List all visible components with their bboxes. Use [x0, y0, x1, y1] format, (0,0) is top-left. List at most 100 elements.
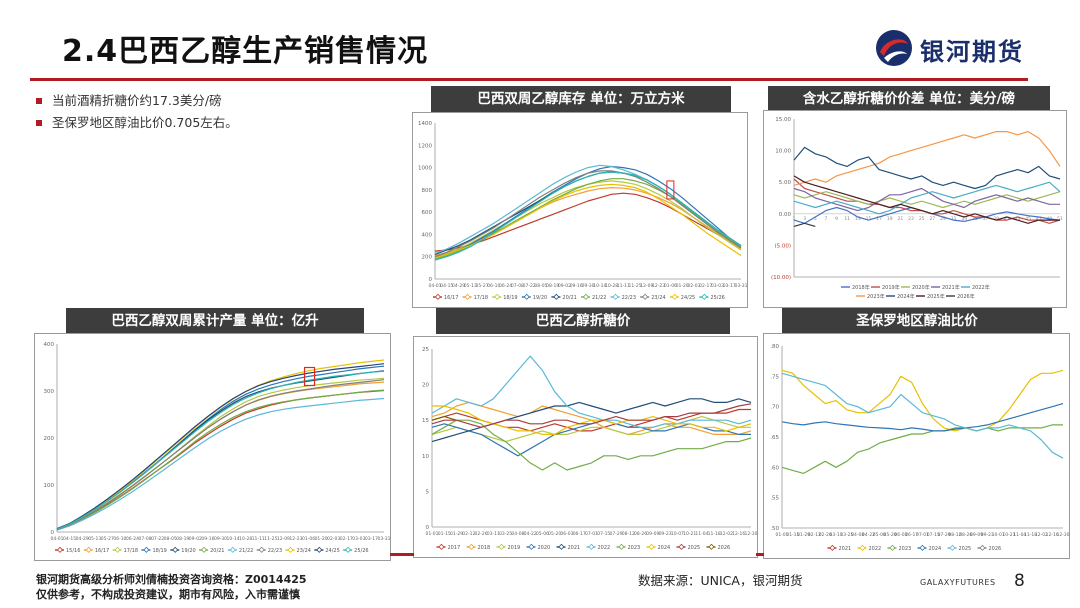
x-tick-label: 23	[908, 216, 914, 222]
x-tick-label: 09-30	[214, 536, 227, 542]
x-tick-label: 07-08	[511, 283, 524, 289]
analyst-line: 银河期货高级分析师刘倩楠投资咨询资格：Z0014425	[36, 573, 307, 586]
legend-marker	[889, 544, 896, 551]
series-line-2018	[431, 401, 752, 435]
series-line-2025	[781, 372, 1064, 459]
x-tick-label: 05-20	[548, 531, 561, 537]
x-tick-label: 02-17	[699, 283, 712, 289]
x-tick-label: 05-27	[101, 536, 114, 542]
x-tick-label: 04-08	[851, 532, 864, 538]
legend-marker	[494, 293, 501, 300]
x-tick-label: 02-12	[808, 532, 821, 538]
x-tick-label: 13	[855, 216, 861, 222]
legend-label: 2023	[628, 545, 641, 551]
x-tick-label: 03-25	[499, 531, 512, 537]
legend-marker	[200, 546, 208, 553]
x-tick-label: 07-15	[597, 531, 610, 537]
legend-label: 22/23	[268, 548, 282, 554]
legend-marker	[588, 543, 595, 550]
legend-marker	[919, 544, 926, 551]
ratio-chart: .50 .55 .60 .65 .70 .75 .80 01-01 01-15 01-29 02-1…	[763, 333, 1070, 559]
x-tick-label: 04-22	[524, 531, 537, 537]
legend-label: 2026	[718, 545, 731, 551]
legend-marker	[464, 293, 471, 300]
legend-label: 23/24	[297, 548, 311, 554]
x-tick-label: 07-29	[938, 532, 951, 538]
legend-marker	[523, 293, 530, 300]
legend-label: 2018年	[852, 284, 870, 291]
y-tick-label: 200	[422, 255, 433, 261]
legend-label: 2021	[568, 545, 581, 551]
series-line-17-18	[56, 377, 385, 531]
legend-label: 2025年	[927, 293, 945, 300]
legend-label: 15/16	[66, 548, 80, 554]
y-tick-label: 0	[51, 530, 55, 536]
legend-marker	[558, 543, 565, 550]
x-tick-label: 06-03	[560, 531, 573, 537]
legend-marker	[143, 546, 150, 553]
legend-label: 24/25	[681, 295, 695, 301]
legend-marker	[612, 293, 619, 300]
x-tick-label: 51	[1057, 216, 1063, 222]
y-tick-label: 15	[422, 418, 429, 424]
legend-label: 16/17	[444, 295, 458, 301]
legend-marker	[829, 544, 836, 551]
x-tick-label: 09-23	[981, 532, 994, 538]
y-tick-label: 10	[422, 454, 429, 460]
x-tick-label: 03-17	[365, 536, 378, 542]
x-tick-label: 12-02	[1035, 532, 1048, 538]
legend-marker	[498, 543, 505, 550]
y-tick-label: 5.00	[779, 180, 792, 186]
legend-label: 2023	[899, 546, 912, 552]
x-tick-label: 06-24	[126, 536, 139, 542]
x-tick-label: 05-27	[476, 283, 489, 289]
series-line-2022	[431, 355, 752, 428]
cumulative-chart: 0 100 200 300 400 04-01 04-15 04-29 05-13 05-27 06…	[34, 333, 391, 561]
x-tick-label: 21	[898, 216, 904, 222]
series-line-25-26	[434, 171, 742, 261]
y-tick-label: .70	[770, 405, 779, 411]
x-tick-label: 12-02	[720, 531, 733, 537]
x-tick-label: 06-03	[894, 532, 907, 538]
legend-marker	[642, 293, 649, 300]
x-tick-label: 31	[951, 216, 957, 222]
y-tick-label: 800	[422, 188, 433, 194]
legend-label: 18/19	[503, 295, 517, 301]
series-line-2023	[781, 424, 1063, 474]
x-tick-label: 41	[1004, 216, 1010, 222]
legend-label: 24/25	[325, 548, 339, 554]
x-tick-label: 04-01	[428, 283, 441, 289]
x-tick-label: 11-11	[617, 283, 630, 289]
legend-label: 2019年	[882, 284, 900, 291]
x-tick-label: 06-10	[113, 536, 126, 542]
x-tick-label: 10-28	[239, 536, 252, 542]
legend-marker	[949, 544, 956, 551]
x-tick-label: 09-23	[659, 531, 672, 537]
legend-marker	[316, 546, 323, 553]
series-line-2026	[431, 416, 457, 421]
cumulative-chart-title: 巴西乙醇双周累计产量 单位：亿升	[66, 308, 364, 334]
legend-label: 25/26	[354, 548, 368, 554]
x-tick-label: 06-17	[573, 531, 586, 537]
x-tick-label: 04-15	[63, 536, 76, 542]
ratio-chart-title: 圣保罗地区醇油比价	[782, 308, 1052, 334]
legend-marker	[438, 543, 445, 550]
series-line-21-22	[56, 397, 385, 531]
sugar-equiv-chart: 0 5 10 15 20 25 01-01 01-15 01-29 02-12 02-26 03-11…	[413, 336, 758, 558]
x-tick-label: 11-04	[1013, 532, 1026, 538]
x-tick-label: 11-25	[264, 536, 277, 542]
x-tick-label: 09-02	[558, 283, 571, 289]
series-line-2023-	[793, 131, 1061, 186]
x-tick-label: 12-23	[652, 283, 665, 289]
legend-marker	[678, 543, 685, 550]
series-line-25-26	[56, 370, 385, 530]
x-tick-label: 43	[1015, 216, 1021, 222]
x-tick-label: 08-26	[634, 531, 647, 537]
title-divider	[30, 78, 1028, 81]
x-tick-label: 07-01	[585, 531, 598, 537]
legend-marker	[618, 543, 625, 550]
legend-label: 2021年	[942, 284, 960, 291]
y-tick-label: 400	[44, 342, 55, 348]
legend-label: 19/20	[533, 295, 547, 301]
